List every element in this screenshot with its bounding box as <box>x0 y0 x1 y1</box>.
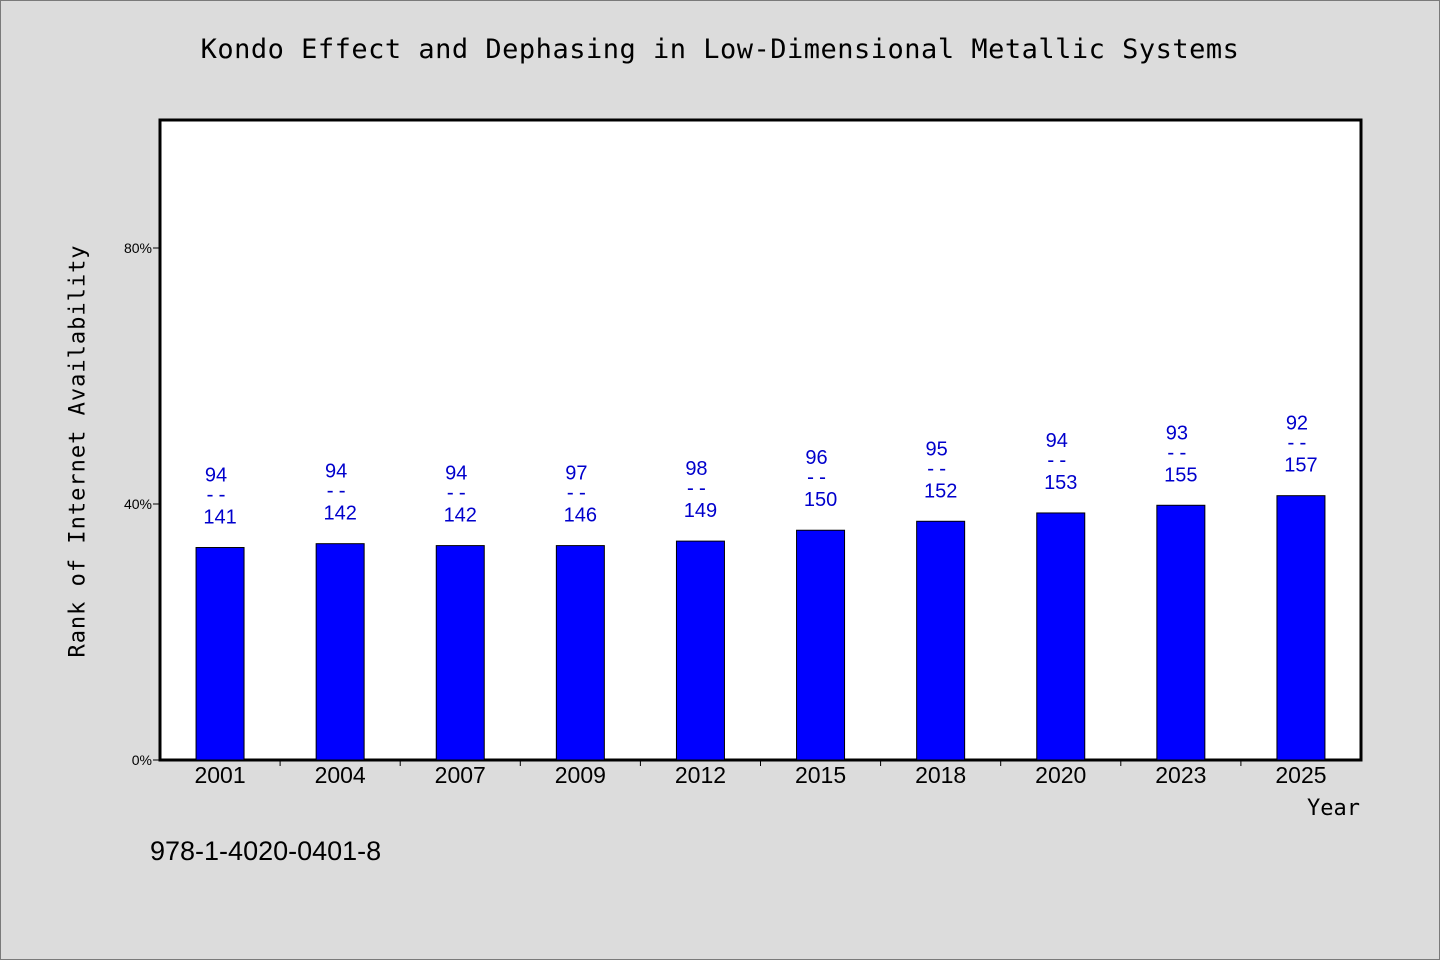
bar-label-separator: -- <box>204 483 228 507</box>
bar <box>1156 504 1206 761</box>
bar-label-separator: -- <box>1165 440 1189 464</box>
bar <box>796 529 846 761</box>
x-tick-label: 2012 <box>675 762 726 788</box>
y-tick-label: 40% <box>124 496 152 512</box>
bar-label-top: 97 <box>565 463 587 485</box>
bar-label-separator: -- <box>805 465 829 489</box>
bar-label-top: 93 <box>1166 422 1188 444</box>
bar-label-top: 94 <box>1046 430 1068 452</box>
bar-label-bottom: 157 <box>1284 455 1317 477</box>
bar-label-bottom: 155 <box>1164 464 1197 486</box>
bar-label-separator: -- <box>1045 448 1069 472</box>
bar <box>315 543 365 761</box>
bar <box>555 545 605 761</box>
x-tick-label: 2001 <box>194 762 245 788</box>
bar-label-bottom: 153 <box>1044 472 1077 494</box>
bar-label-top: 92 <box>1286 413 1308 435</box>
bar <box>1036 512 1086 761</box>
x-axis-label: Year <box>1307 796 1360 821</box>
bar-label-top: 96 <box>805 447 827 469</box>
x-tick-label: 2004 <box>315 762 366 788</box>
bar-label-separator: -- <box>564 481 588 505</box>
x-tick-label: 2007 <box>435 762 486 788</box>
bar-label-top: 94 <box>325 461 347 483</box>
bar-label-top: 94 <box>445 463 467 485</box>
bar-label-separator: -- <box>684 476 708 500</box>
bar-label-separator: -- <box>444 481 468 505</box>
bar-label-bottom: 142 <box>444 505 477 527</box>
bar <box>1276 495 1326 761</box>
x-tick-label: 2025 <box>1275 762 1326 788</box>
x-tick-label: 2015 <box>795 762 846 788</box>
bar <box>435 545 485 761</box>
y-tick-label: 0% <box>132 752 152 768</box>
bar <box>916 520 966 761</box>
bar-label-separator: -- <box>1285 431 1309 455</box>
x-tick-label: 2018 <box>915 762 966 788</box>
bar-label-separator: -- <box>925 456 949 480</box>
y-tick-label: 80% <box>124 240 152 256</box>
bar-label-top: 98 <box>685 458 707 480</box>
bar-label-bottom: 150 <box>804 489 837 511</box>
x-tick-label: 2009 <box>555 762 606 788</box>
y-axis-label: Rank of Internet Availability <box>65 244 91 658</box>
bar-label-bottom: 152 <box>924 480 957 502</box>
x-tick-label: 2020 <box>1035 762 1086 788</box>
bar-label-top: 94 <box>205 465 227 487</box>
bar-label-bottom: 149 <box>684 500 717 522</box>
bar-label-bottom: 146 <box>564 505 597 527</box>
bar <box>675 540 725 761</box>
bar-label-separator: -- <box>324 479 348 503</box>
chart-title: Kondo Effect and Dephasing in Low-Dimens… <box>200 34 1240 65</box>
bar-label-top: 95 <box>926 438 948 460</box>
bar <box>195 547 245 761</box>
bar-label-bottom: 141 <box>203 507 236 529</box>
x-tick-label: 2023 <box>1155 762 1206 788</box>
bar-label-bottom: 142 <box>323 503 356 525</box>
footer-code: 978-1-4020-0401-8 <box>150 836 382 866</box>
